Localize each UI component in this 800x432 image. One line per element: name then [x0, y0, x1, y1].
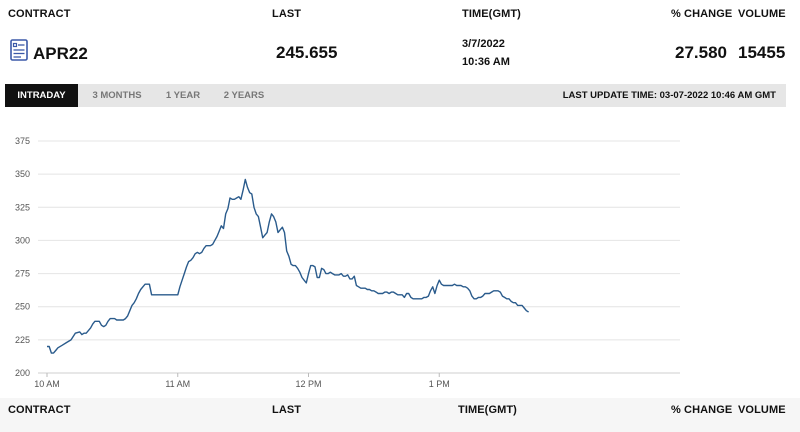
- y-tick-label-275: 275: [15, 269, 30, 279]
- document-list-icon: [10, 39, 28, 61]
- x-tick-label: 1 PM: [429, 379, 450, 389]
- y-tick-label-225: 225: [15, 335, 30, 345]
- price-chart: 200 225 250 275 300 325 350 375 10 AM 11 AM 12 PM…: [15, 136, 680, 389]
- y-tick-label-325: 325: [15, 202, 30, 212]
- x-axis-ticks: 10 AM 11 AM 12 PM 1 PM: [34, 373, 450, 389]
- last-update-time: LAST UPDATE TIME: 03-07-2022 10:46 AM GM…: [562, 90, 776, 101]
- range-tab-bar: INTRADAY 3 MONTHS 1 YEAR 2 YEARS LAST UP…: [5, 84, 786, 107]
- trade-clock: 10:36 AM: [462, 56, 510, 68]
- tab-3-months[interactable]: 3 MONTHS: [92, 90, 142, 101]
- column-header-contract: CONTRACT: [8, 8, 71, 20]
- x-tick-label: 10 AM: [34, 379, 60, 389]
- footer-header-row: CONTRACT LAST TIME(GMT) % CHANGE VOLUME: [0, 398, 800, 432]
- footer-column-volume: VOLUME: [738, 404, 786, 416]
- trade-time: 3/7/2022 10:36 AM: [462, 35, 510, 71]
- y-tick-label-200: 200: [15, 368, 30, 378]
- column-header-last: LAST: [272, 8, 302, 20]
- column-header-time: TIME(GMT): [462, 8, 521, 20]
- y-axis-ticks: 200 225 250 275 300 325 350 375: [15, 136, 30, 378]
- y-tick-label-375: 375: [15, 136, 30, 146]
- pct-change-value: 27.580: [675, 43, 727, 62]
- y-tick-label-250: 250: [15, 302, 30, 312]
- footer-column-pct-change: % CHANGE: [671, 404, 733, 416]
- last-price: 245.655: [276, 43, 338, 62]
- trade-date: 3/7/2022: [462, 38, 505, 50]
- y-tick-label-350: 350: [15, 169, 30, 179]
- footer-column-last: LAST: [272, 404, 302, 416]
- x-tick-label: 11 AM: [165, 379, 190, 389]
- tab-intraday[interactable]: INTRADAY: [5, 84, 78, 107]
- footer-column-time: TIME(GMT): [458, 404, 517, 416]
- contract-cell[interactable]: APR22: [10, 39, 88, 63]
- price-line: [47, 178, 529, 354]
- column-header-volume: VOLUME: [738, 8, 786, 20]
- tab-2-years[interactable]: 2 YEARS: [223, 90, 265, 101]
- tab-1-year[interactable]: 1 YEAR: [165, 90, 201, 101]
- footer-column-contract: CONTRACT: [8, 404, 71, 416]
- volume-value: 15455: [738, 43, 786, 62]
- contract-name: APR22: [33, 44, 88, 63]
- chart-grid: [38, 140, 680, 374]
- price-series: [47, 178, 529, 354]
- column-header-pct-change: % CHANGE: [671, 8, 733, 20]
- x-tick-label: 12 PM: [295, 379, 321, 389]
- y-tick-label-300: 300: [15, 235, 30, 245]
